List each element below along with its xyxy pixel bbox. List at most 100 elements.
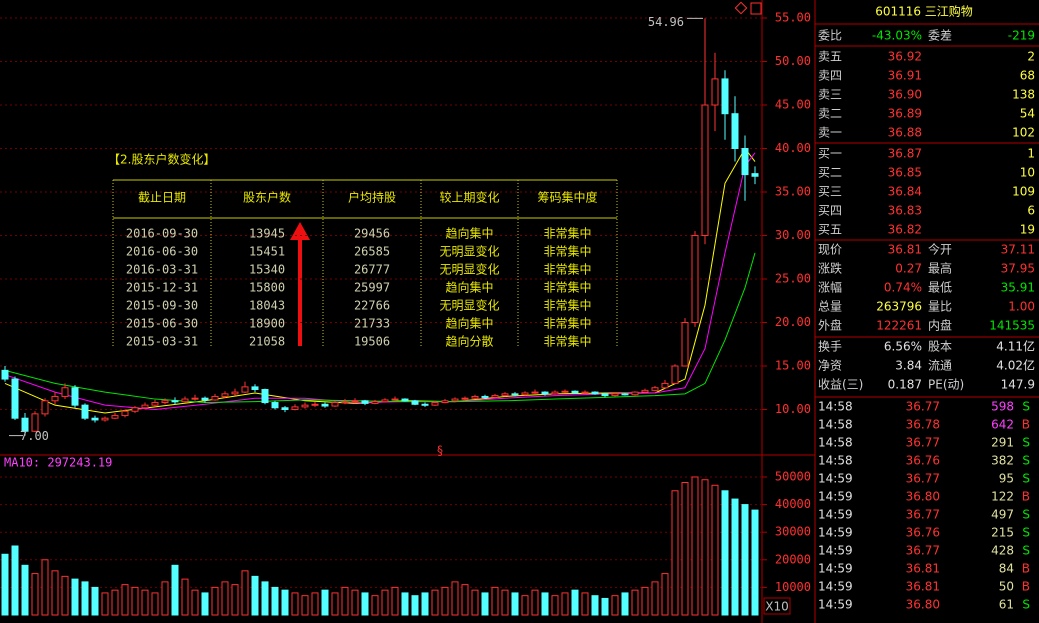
tick-side: S	[1022, 508, 1030, 522]
candle-body	[211, 395, 219, 401]
candle-body	[91, 417, 99, 421]
tick-side: S	[1022, 436, 1030, 450]
tick-volume: 84	[999, 562, 1014, 576]
annotation-label: 54.96	[648, 15, 684, 29]
candle-body	[321, 403, 329, 407]
volume-bar	[171, 564, 179, 616]
volume-bar	[321, 589, 329, 616]
level-price: 36.88	[888, 126, 922, 140]
unit-box	[763, 597, 791, 615]
candle-body	[281, 407, 289, 411]
field-label: 委比	[818, 29, 842, 43]
candle-body	[231, 391, 239, 395]
volume-bar	[291, 592, 299, 616]
volume-bar	[361, 592, 369, 616]
candle-body	[301, 404, 309, 408]
window-icon[interactable]	[750, 2, 762, 15]
volume-bar	[511, 592, 519, 616]
table-cell: 19506	[354, 335, 390, 349]
candle-body	[61, 387, 69, 397]
y-tick-label: 20.00	[775, 315, 811, 329]
candle-body	[431, 402, 439, 406]
tick-side: S	[1022, 544, 1030, 558]
volume-bar	[581, 592, 589, 616]
tick-volume: 497	[991, 508, 1014, 522]
volume-bar	[81, 581, 89, 616]
volume-bar	[561, 592, 569, 616]
tick-side: S	[1022, 472, 1030, 486]
tick-time: 14:59	[818, 562, 853, 576]
volume-bar	[121, 584, 129, 616]
table-cell: 2015-03-31	[126, 335, 198, 349]
field-label: 现价	[818, 243, 842, 257]
table-cell: 趋向集中	[445, 226, 493, 241]
level-label: 买二	[818, 166, 842, 180]
y-tick-label: 25.00	[775, 272, 811, 286]
level-price: 36.87	[888, 147, 922, 161]
field-label: 涨幅	[818, 280, 842, 295]
tick-price: 36.76	[906, 454, 940, 468]
field-value: 141535	[989, 319, 1035, 333]
table-cell: 趋向集中	[445, 316, 493, 331]
volume-bar	[701, 479, 709, 616]
table-cell: 2016-03-31	[126, 263, 198, 277]
tick-price: 36.77	[906, 472, 940, 486]
volume-bar	[381, 589, 389, 616]
level-price: 36.90	[888, 88, 922, 102]
table-header: 股东户数	[243, 190, 291, 205]
field-value: 4.11亿	[996, 339, 1035, 354]
candle-body	[121, 410, 129, 417]
volume-bar	[41, 559, 49, 616]
candle-body	[621, 393, 629, 396]
level-volume: 2	[1027, 50, 1035, 64]
level-price: 36.85	[888, 166, 922, 180]
y-tick-label: 30.00	[775, 228, 811, 242]
volume-ma-label: MA10: 297243.19	[4, 456, 112, 470]
candle-body	[161, 400, 169, 404]
level-label: 买五	[818, 223, 842, 237]
volume-bar	[451, 581, 459, 616]
candle-body	[111, 415, 119, 419]
candle-body	[291, 406, 299, 410]
candle-body	[581, 391, 589, 394]
y-tick-label: 50000	[775, 469, 811, 483]
table-cell: 非常集中	[543, 280, 591, 295]
volume-bar	[211, 586, 219, 616]
tick-side: B	[1022, 418, 1030, 432]
candle-body	[491, 395, 499, 398]
volume-bar	[601, 597, 609, 616]
volume-bar	[721, 490, 729, 616]
table-cell: 2015-12-31	[126, 281, 198, 295]
field-value: 147.9	[1001, 378, 1035, 392]
tick-price: 36.77	[906, 400, 940, 414]
volume-bar	[91, 586, 99, 616]
table-cell: 2015-09-30	[126, 299, 198, 313]
candle-body	[611, 393, 619, 397]
volume-bar	[1, 553, 9, 616]
y-tick-label: 40.00	[775, 141, 811, 155]
volume-bar	[531, 589, 539, 616]
candle-body	[401, 398, 409, 402]
tick-time: 14:59	[818, 580, 853, 594]
candle-body	[251, 386, 259, 390]
candle-body	[31, 413, 39, 432]
table-cell: 29456	[354, 227, 390, 241]
diamond-icon[interactable]	[734, 1, 748, 15]
table-cell: 非常集中	[543, 298, 591, 313]
table-cell: 无明显变化	[439, 298, 499, 313]
tick-time: 14:59	[818, 598, 853, 612]
level-volume: 138	[1012, 88, 1035, 102]
table-cell: 21733	[354, 317, 390, 331]
volume-bar	[591, 595, 599, 616]
y-tick-label: 50.00	[775, 54, 811, 68]
tick-time: 14:59	[818, 472, 853, 486]
table-cell: 非常集中	[543, 334, 591, 349]
field-label: 最低	[928, 281, 952, 295]
volume-bar	[641, 586, 649, 616]
volume-bar	[421, 592, 429, 616]
volume-bar	[691, 476, 699, 616]
candle-body	[681, 322, 689, 367]
volume-bar	[351, 589, 359, 616]
